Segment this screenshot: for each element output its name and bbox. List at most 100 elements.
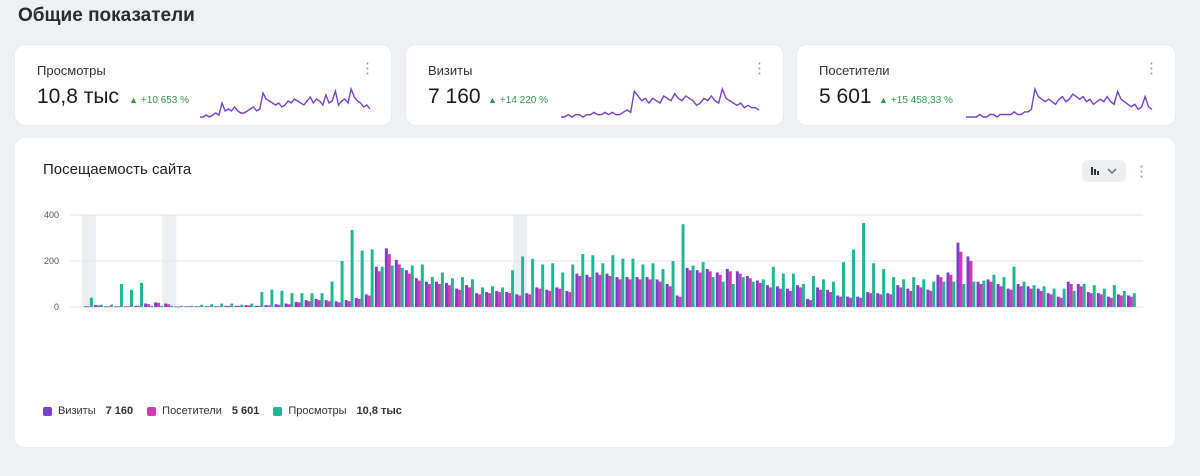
bar: [84, 306, 87, 308]
bar: [190, 305, 194, 307]
more-icon[interactable]: ⋮: [1144, 60, 1159, 77]
bar: [414, 278, 418, 307]
bar: [1042, 286, 1046, 307]
bar: [160, 305, 164, 307]
bar: [237, 305, 241, 307]
traffic-chart-card: Посещаемость сайта ⋮ 0 200 400 Визиты 7 16…: [15, 138, 1175, 447]
bar: [1009, 289, 1013, 307]
bar: [946, 272, 950, 307]
bar: [929, 290, 933, 307]
bar: [996, 284, 1000, 307]
bar: [1056, 296, 1060, 307]
kpi-delta-value: +14 220 %: [499, 95, 549, 106]
bar: [194, 306, 198, 308]
more-icon[interactable]: ⋮: [360, 60, 375, 77]
bar: [400, 267, 404, 307]
bar: [821, 279, 825, 307]
bar: [214, 306, 218, 308]
bar: [387, 254, 391, 307]
bar: [187, 306, 191, 308]
checkbox-icon: [147, 406, 157, 416]
bar: [735, 271, 739, 307]
bar: [511, 270, 515, 307]
bar: [979, 284, 983, 307]
bar: [177, 306, 181, 308]
sparkline: [200, 86, 371, 118]
bar: [210, 304, 214, 307]
bar: [635, 277, 639, 307]
legend-label: Визиты: [58, 405, 96, 417]
bar: [1099, 294, 1103, 307]
bar: [109, 304, 113, 307]
trend-up-icon: ▲: [879, 95, 888, 105]
bar: [1079, 286, 1083, 307]
bar: [775, 286, 779, 307]
icon-bar: [1091, 167, 1093, 175]
legend-item-visits[interactable]: Визиты 7 160: [43, 405, 133, 417]
bar: [618, 279, 622, 307]
bar: [986, 279, 990, 307]
bar: [561, 272, 565, 307]
bar: [144, 303, 148, 307]
bar: [892, 277, 896, 307]
bar: [738, 273, 742, 307]
bar: [498, 292, 502, 307]
bar: [1116, 294, 1120, 307]
bar: [972, 281, 976, 307]
bar: [437, 284, 441, 307]
bar: [1082, 284, 1086, 307]
bar: [254, 305, 258, 307]
kpi-delta: ▲ +10 653 %: [129, 95, 189, 106]
bar: [849, 297, 853, 307]
legend-value: 10,8 тыс: [356, 405, 402, 417]
bar: [989, 281, 993, 307]
bar: [164, 303, 168, 307]
bar: [394, 259, 398, 307]
bar: [127, 306, 131, 308]
legend-label: Просмотры: [288, 405, 347, 417]
bar: [645, 277, 649, 307]
bar: [695, 270, 699, 307]
bar: [174, 306, 178, 308]
bar: [1059, 297, 1063, 307]
bar: [407, 273, 411, 307]
bar: [86, 306, 90, 308]
bar: [220, 303, 224, 307]
bar: [778, 288, 782, 307]
kpi-label: Посетители: [819, 63, 890, 78]
bar: [294, 301, 298, 307]
bar: [761, 279, 765, 307]
chart-type-dropdown[interactable]: [1082, 160, 1126, 182]
bar: [538, 288, 542, 307]
bar: [665, 284, 669, 307]
bar: [728, 271, 732, 307]
bar: [1122, 290, 1126, 307]
more-icon[interactable]: ⋮: [1134, 163, 1149, 180]
bar: [334, 301, 338, 307]
bar: [578, 275, 582, 307]
legend-item-pageviews[interactable]: Просмотры 10,8 тыс: [273, 405, 402, 417]
bar: [495, 290, 499, 307]
legend-item-visitors[interactable]: Посетители 5 601: [147, 405, 259, 417]
bar: [1102, 288, 1106, 307]
kpi-card-pageviews[interactable]: Просмотры 10,8 тыс ▲ +10 653 % ⋮: [15, 45, 391, 125]
sparkline-path: [561, 86, 760, 118]
bar: [99, 304, 103, 307]
bar: [952, 281, 956, 307]
bar: [528, 294, 532, 307]
bar: [1062, 288, 1066, 307]
bar: [270, 289, 274, 307]
bar: [605, 273, 609, 307]
more-icon[interactable]: ⋮: [752, 60, 767, 77]
kpi-card-visits[interactable]: Визиты 7 160 ▲ +14 220 % ⋮: [406, 45, 783, 125]
bar: [350, 229, 354, 307]
legend-value: 5 601: [231, 405, 260, 417]
kpi-card-visitors[interactable]: Посетители 5 601 ▲ +15 458,33 % ⋮: [797, 45, 1175, 125]
bar: [1066, 281, 1070, 307]
bar: [117, 306, 120, 308]
bar: [956, 242, 960, 307]
bar: [260, 292, 264, 307]
bar: [424, 281, 428, 307]
bar: [137, 305, 141, 307]
bar: [184, 306, 188, 308]
